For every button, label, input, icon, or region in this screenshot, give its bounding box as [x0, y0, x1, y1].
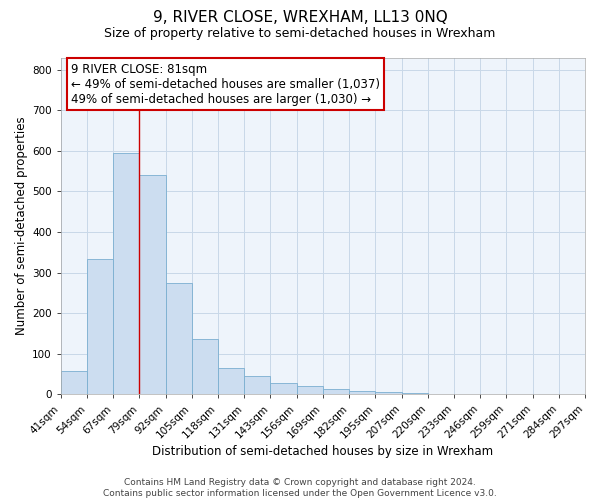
Bar	[349, 391, 376, 394]
Bar	[61, 372, 87, 394]
Bar	[297, 386, 323, 394]
Bar	[218, 368, 244, 394]
Bar	[166, 283, 192, 395]
X-axis label: Distribution of semi-detached houses by size in Wrexham: Distribution of semi-detached houses by …	[152, 444, 493, 458]
Bar	[401, 393, 428, 394]
Text: Size of property relative to semi-detached houses in Wrexham: Size of property relative to semi-detach…	[104, 28, 496, 40]
Text: 9 RIVER CLOSE: 81sqm
← 49% of semi-detached houses are smaller (1,037)
49% of se: 9 RIVER CLOSE: 81sqm ← 49% of semi-detac…	[71, 62, 380, 106]
Bar	[139, 175, 166, 394]
Bar	[244, 376, 271, 394]
Bar	[113, 153, 139, 394]
Bar	[271, 383, 297, 394]
Bar	[376, 392, 401, 394]
Bar	[192, 339, 218, 394]
Bar	[87, 260, 113, 394]
Bar	[323, 389, 349, 394]
Y-axis label: Number of semi-detached properties: Number of semi-detached properties	[15, 116, 28, 336]
Text: Contains HM Land Registry data © Crown copyright and database right 2024.
Contai: Contains HM Land Registry data © Crown c…	[103, 478, 497, 498]
Text: 9, RIVER CLOSE, WREXHAM, LL13 0NQ: 9, RIVER CLOSE, WREXHAM, LL13 0NQ	[152, 10, 448, 25]
